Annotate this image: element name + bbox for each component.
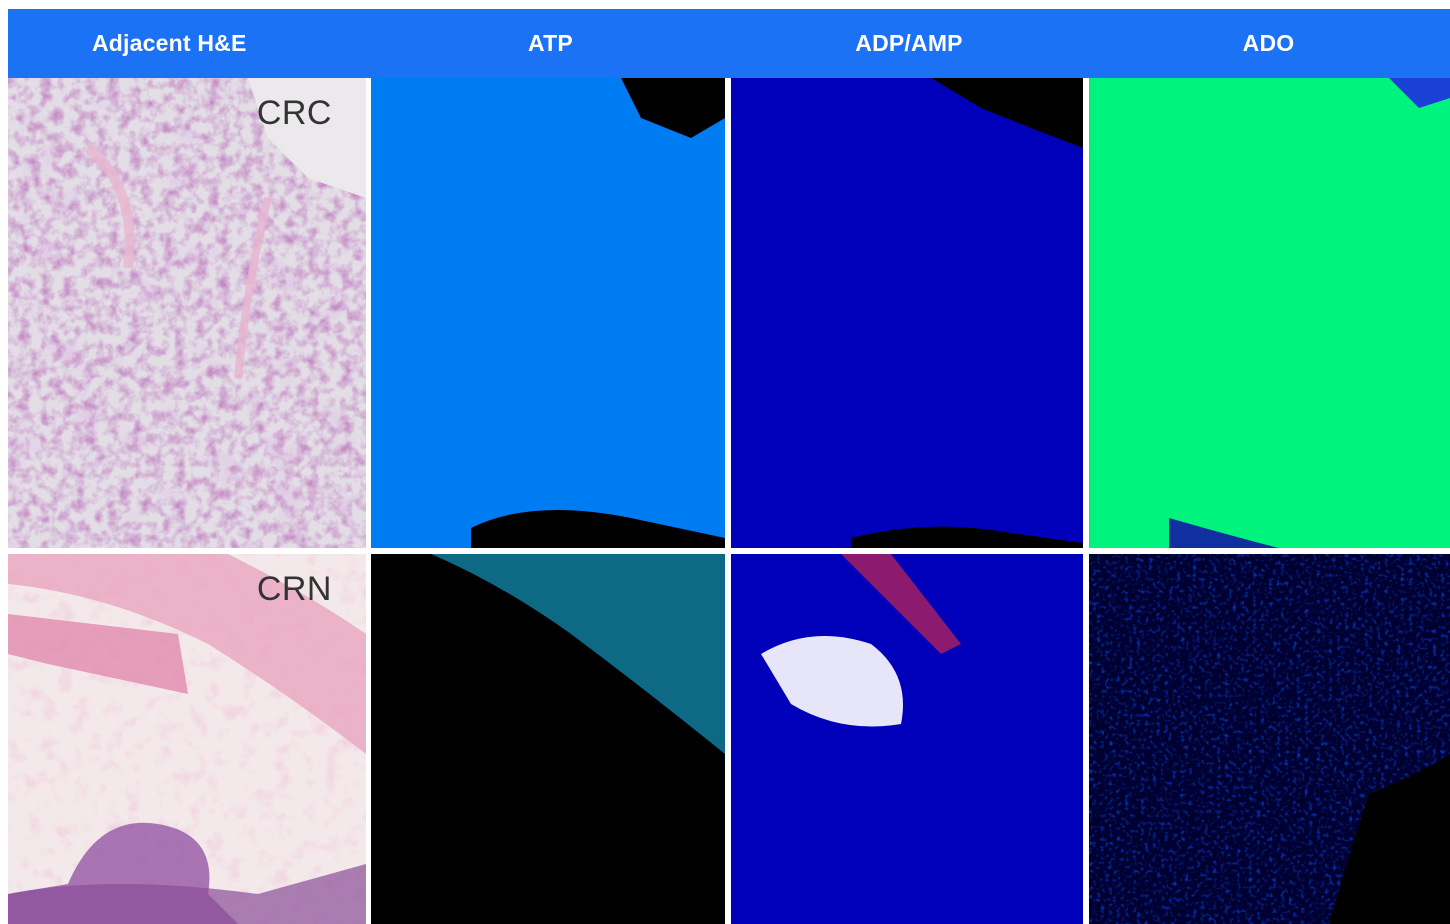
header-adp-amp: ADP/AMP bbox=[855, 30, 963, 56]
adp-amp-image-crc bbox=[731, 78, 1083, 548]
header-ado: ADO bbox=[1242, 30, 1295, 56]
he-image-crn: CRN bbox=[8, 554, 366, 924]
tissue-label-crn: CRN bbox=[256, 570, 332, 608]
header-atp: ATP bbox=[528, 30, 573, 56]
he-image-crc: CRC bbox=[8, 78, 366, 548]
ado-image-crc bbox=[1089, 78, 1450, 548]
adp-amp-image-crn bbox=[731, 554, 1083, 924]
atp-image-crc bbox=[371, 78, 725, 548]
column-header-bar: Adjacent H&E ATP ADP/AMP ADO bbox=[8, 9, 1450, 78]
atp-image-crn bbox=[371, 554, 725, 924]
header-adjacent-he: Adjacent H&E bbox=[92, 30, 247, 56]
ado-image-crn bbox=[1089, 554, 1450, 924]
tissue-label-crc: CRC bbox=[256, 94, 332, 132]
